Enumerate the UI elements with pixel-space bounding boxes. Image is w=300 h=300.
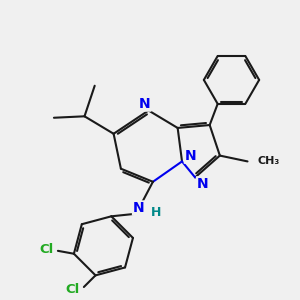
Text: CH₃: CH₃ — [258, 156, 280, 167]
Text: Cl: Cl — [40, 243, 54, 256]
Text: N: N — [196, 177, 208, 191]
Text: N: N — [184, 149, 196, 163]
Text: H: H — [151, 206, 162, 219]
Text: Cl: Cl — [66, 284, 80, 296]
Text: N: N — [139, 97, 151, 111]
Text: N: N — [133, 201, 144, 215]
